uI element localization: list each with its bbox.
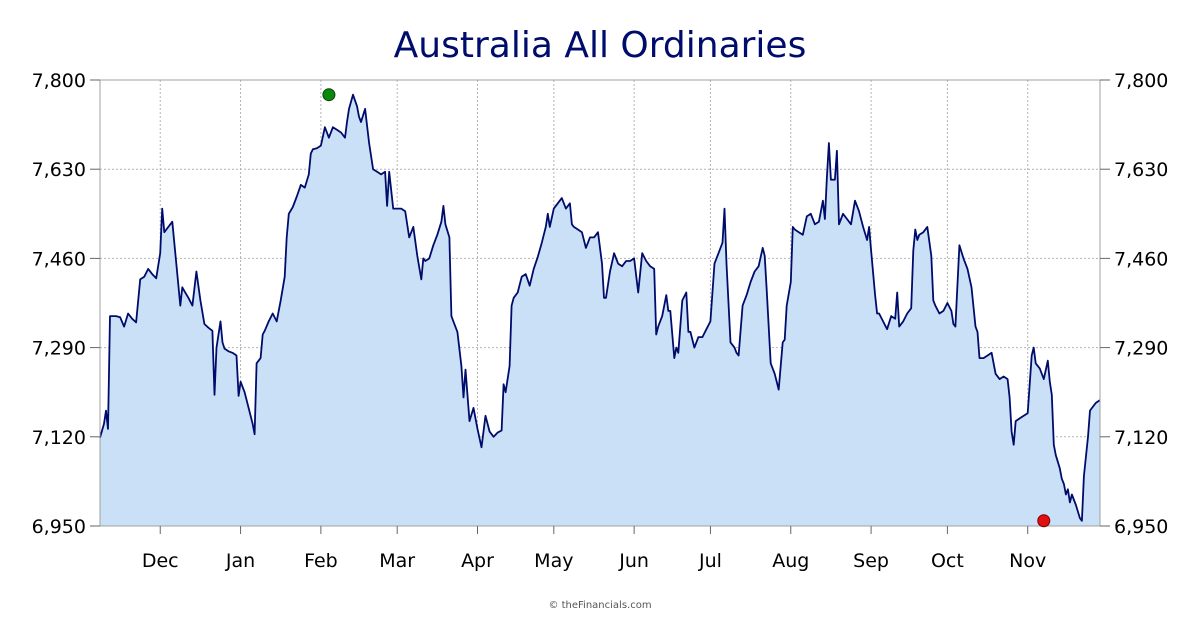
- x-tick-label: Aug: [772, 550, 809, 572]
- y-tick-label-right: 7,800: [1114, 70, 1168, 92]
- y-tick-label-left: 7,290: [32, 338, 86, 360]
- y-tick-label-right: 6,950: [1114, 516, 1168, 538]
- low-point-marker: [1037, 514, 1051, 528]
- x-axis: Dec Jan Feb Mar Apr May Jun Jul Aug Sep Oct Nov: [142, 526, 1046, 572]
- high-point-marker: [322, 88, 336, 102]
- y-tick-label-right: 7,120: [1114, 427, 1168, 449]
- series-line: [99, 93, 1101, 522]
- x-tick-label: May: [534, 550, 573, 572]
- y-tick-label-right: 7,460: [1114, 248, 1168, 270]
- y-tick-label-left: 7,120: [32, 427, 86, 449]
- y-tick-label-left: 6,950: [32, 516, 86, 538]
- y-tick-label-left: 7,460: [32, 248, 86, 270]
- x-tick-label: Nov: [1009, 550, 1046, 572]
- y-tick-label-right: 7,630: [1114, 159, 1168, 181]
- x-tick-label: Dec: [142, 550, 179, 572]
- y-axis-right: 6,950 7,120 7,290 7,460 7,630 7,800: [1100, 70, 1168, 538]
- plot-frame: [99, 79, 1101, 527]
- x-tick-label: Mar: [379, 550, 415, 572]
- y-tick-label-left: 7,630: [32, 159, 86, 181]
- area-fill: [100, 94, 1100, 526]
- y-axis-left: 6,950 7,120 7,290 7,460 7,630 7,800: [32, 70, 100, 538]
- x-tick-label: Jul: [698, 550, 722, 572]
- x-tick-label: Oct: [931, 550, 964, 572]
- y-tick-label-right: 7,290: [1114, 338, 1168, 360]
- y-tick-label-left: 7,800: [32, 70, 86, 92]
- x-tick-label: Apr: [461, 550, 494, 572]
- x-tick-label: Jun: [618, 550, 649, 572]
- x-tick-label: Jan: [225, 550, 255, 572]
- x-tick-label: Sep: [853, 550, 889, 572]
- chart-title: Australia All Ordinaries: [394, 25, 807, 66]
- credit-text: © theFinancials.com: [548, 600, 651, 611]
- x-tick-label: Feb: [304, 550, 338, 572]
